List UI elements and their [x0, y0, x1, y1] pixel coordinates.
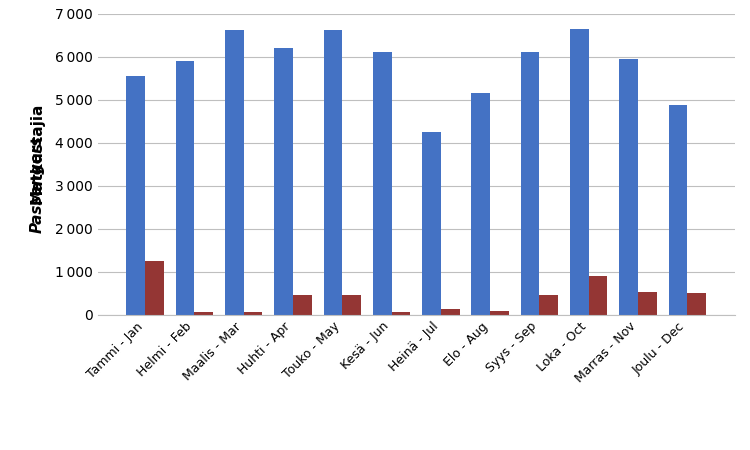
- Bar: [225, 30, 244, 315]
- Bar: [293, 295, 312, 315]
- Bar: [176, 61, 194, 315]
- Bar: [490, 310, 509, 315]
- Bar: [520, 52, 539, 315]
- Bar: [441, 310, 460, 315]
- Bar: [194, 312, 213, 315]
- Legend: Kotim. liikenne
Domestic traffic, K.v. liikenne
Internat. traffic: Kotim. liikenne Domestic traffic, K.v. l…: [272, 445, 561, 450]
- Bar: [146, 261, 164, 315]
- Bar: [620, 58, 638, 315]
- Bar: [244, 312, 262, 315]
- Bar: [668, 105, 687, 315]
- Bar: [127, 76, 146, 315]
- Bar: [422, 132, 441, 315]
- Bar: [342, 295, 361, 315]
- Text: Passengers: Passengers: [30, 135, 45, 234]
- Bar: [274, 48, 293, 315]
- Bar: [539, 295, 558, 315]
- Bar: [589, 276, 608, 315]
- Bar: [323, 30, 342, 315]
- Bar: [570, 28, 589, 315]
- Bar: [392, 311, 410, 315]
- Text: Matkustajia: Matkustajia: [30, 102, 45, 204]
- Bar: [472, 93, 490, 315]
- Bar: [687, 293, 706, 315]
- Bar: [373, 52, 392, 315]
- Bar: [638, 292, 657, 315]
